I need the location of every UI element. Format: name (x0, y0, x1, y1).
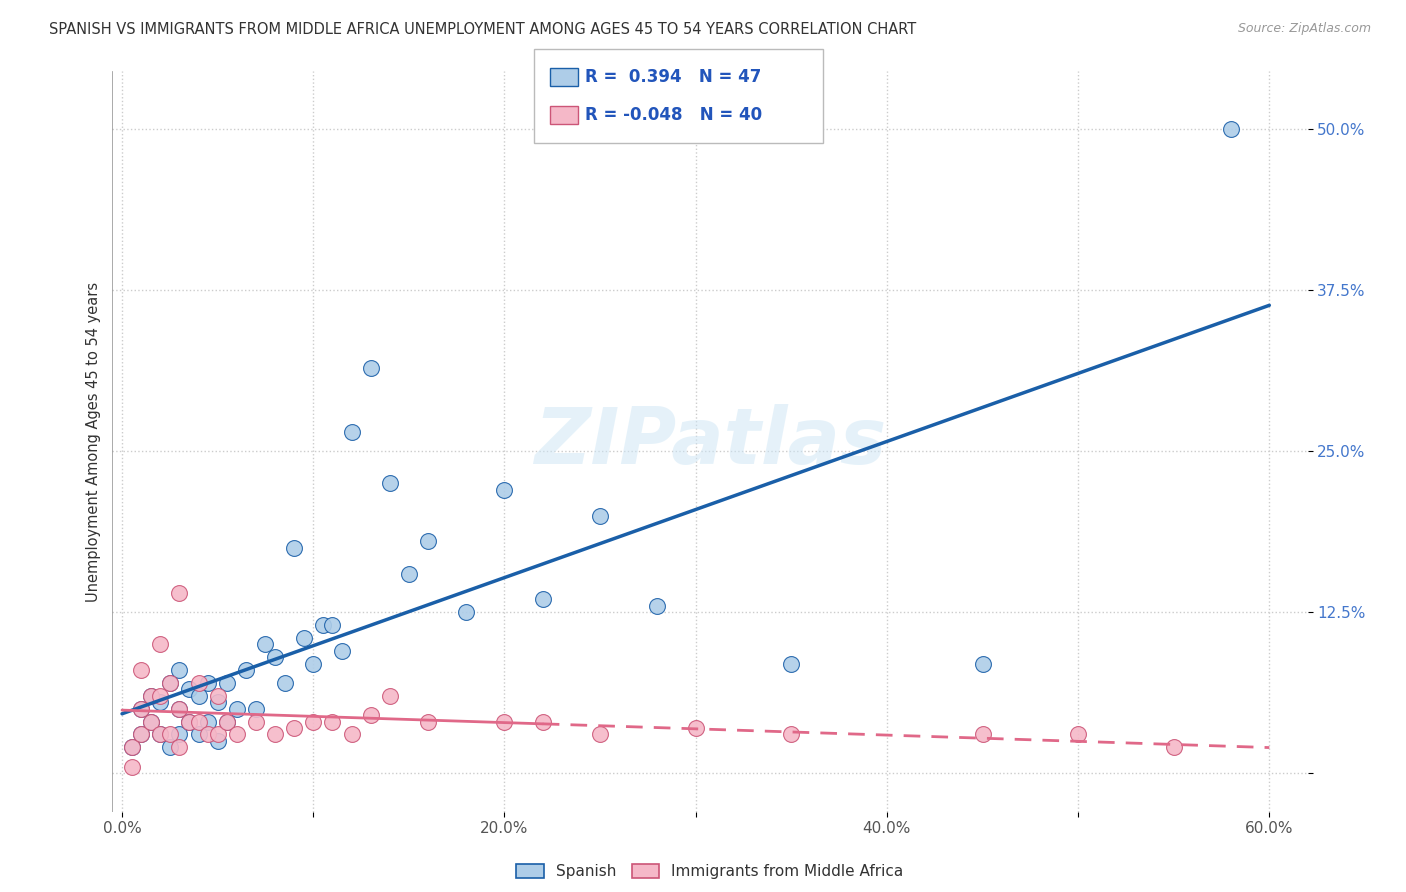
Point (169, 702, 191, 716)
Point (187, 689, 209, 703)
Point (589, 727, 612, 741)
Point (207, 734, 229, 748)
Point (312, 618, 335, 632)
Point (360, 708, 382, 723)
Point (340, 727, 363, 741)
Point (129, 663, 152, 677)
Point (217, 676, 239, 690)
Text: R = -0.048   N = 40: R = -0.048 N = 40 (585, 106, 762, 124)
Point (340, 425, 363, 439)
Point (169, 702, 191, 716)
Point (589, 508, 612, 523)
Point (169, 727, 191, 741)
Text: Source: ZipAtlas.com: Source: ZipAtlas.com (1237, 22, 1371, 36)
Point (494, 483, 516, 497)
Point (149, 637, 172, 651)
Point (159, 676, 181, 690)
Point (647, 599, 669, 613)
Point (531, 592, 554, 607)
Point (456, 605, 478, 619)
Point (378, 689, 401, 703)
Point (283, 541, 305, 555)
Point (159, 676, 181, 690)
Point (139, 714, 162, 729)
Point (264, 727, 287, 741)
Point (494, 714, 516, 729)
Point (235, 663, 257, 677)
Point (177, 714, 200, 729)
Point (121, 740, 143, 755)
Point (197, 676, 219, 690)
Point (129, 727, 152, 741)
Point (1163, 740, 1185, 755)
Point (197, 714, 219, 729)
Point (972, 727, 994, 741)
Point (139, 689, 162, 703)
Point (121, 759, 143, 773)
Text: R =  0.394   N = 47: R = 0.394 N = 47 (585, 68, 761, 86)
Legend: Spanish, Immigrants from Middle Africa: Spanish, Immigrants from Middle Africa (510, 858, 910, 886)
Point (302, 714, 325, 729)
Point (139, 689, 162, 703)
Point (1220, 122, 1243, 136)
Point (330, 644, 353, 658)
Point (129, 727, 152, 741)
Point (197, 727, 219, 741)
Point (264, 650, 287, 665)
Point (169, 740, 191, 755)
Point (187, 727, 209, 741)
Point (121, 740, 143, 755)
Point (283, 721, 305, 735)
Point (149, 689, 172, 703)
Point (273, 676, 295, 690)
Point (207, 689, 229, 703)
Point (159, 740, 181, 755)
Point (245, 714, 267, 729)
Point (416, 714, 439, 729)
Point (149, 727, 172, 741)
Point (302, 657, 325, 671)
Point (398, 566, 420, 581)
Point (149, 727, 172, 741)
Point (207, 727, 229, 741)
Point (129, 702, 152, 716)
Point (169, 586, 191, 600)
Point (685, 721, 707, 735)
Point (207, 695, 229, 709)
Point (780, 727, 803, 741)
Point (225, 727, 247, 741)
Point (360, 360, 382, 375)
Point (1067, 727, 1090, 741)
Point (780, 657, 803, 671)
Point (177, 714, 200, 729)
Point (177, 682, 200, 697)
Point (292, 631, 315, 645)
Y-axis label: Unemployment Among Ages 45 to 54 years: Unemployment Among Ages 45 to 54 years (86, 282, 101, 601)
Point (187, 676, 209, 690)
Point (254, 637, 277, 651)
Point (321, 618, 343, 632)
Text: SPANISH VS IMMIGRANTS FROM MIDDLE AFRICA UNEMPLOYMENT AMONG AGES 45 TO 54 YEARS : SPANISH VS IMMIGRANTS FROM MIDDLE AFRICA… (49, 22, 917, 37)
Text: ZIPatlas: ZIPatlas (534, 403, 886, 480)
Point (149, 695, 172, 709)
Point (225, 702, 247, 716)
Point (972, 657, 994, 671)
Point (245, 702, 267, 716)
Point (321, 714, 343, 729)
Point (129, 702, 152, 716)
Point (416, 534, 439, 549)
Point (217, 714, 239, 729)
Point (169, 663, 191, 677)
Point (159, 727, 181, 741)
Point (378, 476, 401, 491)
Point (187, 714, 209, 729)
Point (139, 714, 162, 729)
Point (531, 714, 554, 729)
Point (217, 714, 239, 729)
